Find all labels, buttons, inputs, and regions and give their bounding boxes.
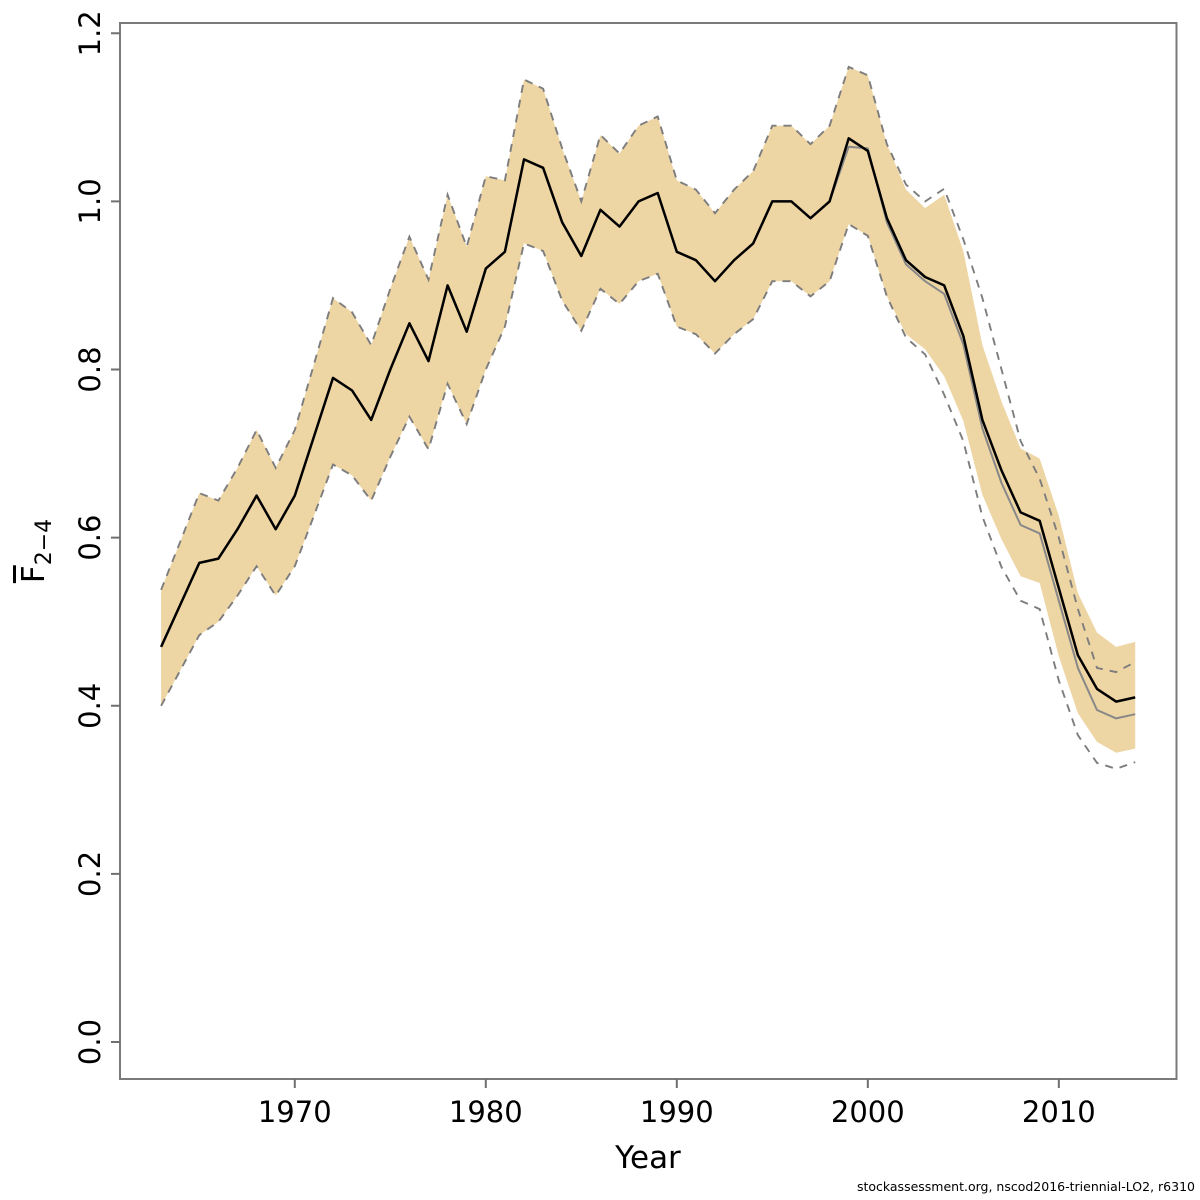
footer-attribution: stockassessment.org, nscod2016-triennial… — [856, 1179, 1195, 1194]
y-tick-label: 0.0 — [73, 1019, 107, 1065]
x-tick-label: 1980 — [449, 1095, 523, 1129]
y-tick-label: 0.6 — [73, 515, 107, 561]
x-tick-label: 1970 — [258, 1095, 332, 1129]
y-tick-label: 1.2 — [73, 10, 107, 56]
y-tick-label: 0.8 — [73, 346, 107, 392]
ci-upper-dashed-line — [160, 65, 1136, 674]
x-tick-label: 2010 — [1022, 1095, 1096, 1129]
y-tick-label: 0.4 — [73, 683, 107, 729]
y-axis-title-subscript: 2−4 — [32, 518, 58, 566]
y-axis-title-main: F — [16, 565, 52, 584]
plot-border — [119, 22, 1178, 1080]
ci-lower-dashed-line — [160, 222, 1136, 770]
y-tick-label: 0.2 — [73, 851, 107, 897]
f-line-black — [159, 137, 1136, 703]
confidence-band — [161, 66, 1136, 753]
x-axis-title: Year — [615, 1140, 681, 1176]
y-tick-label: 1.0 — [73, 178, 107, 224]
x-tick-label: 2000 — [831, 1095, 905, 1129]
x-tick-label: 1990 — [640, 1095, 714, 1129]
y-axis-title: F2−4 — [12, 471, 58, 631]
